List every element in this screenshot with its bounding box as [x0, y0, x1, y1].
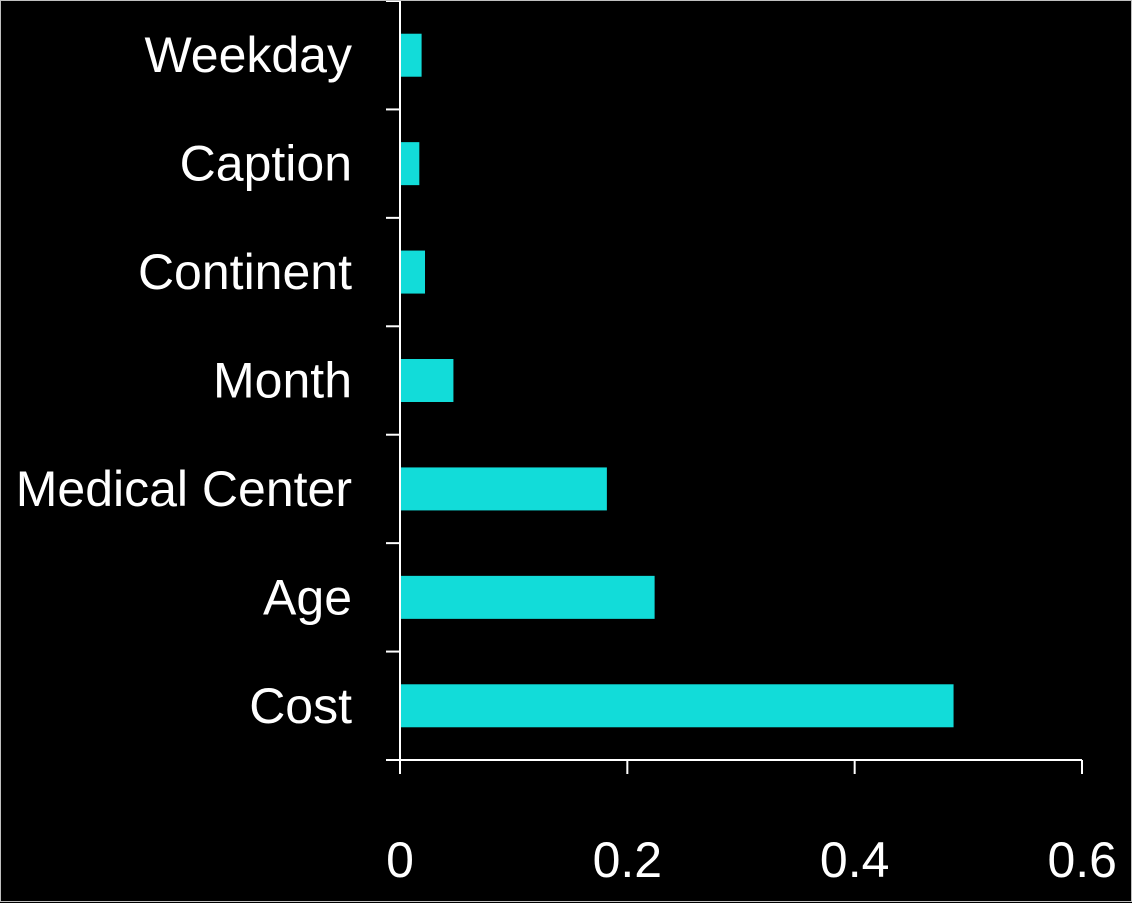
category-labels-group: Weekday Caption Continent Month Medical Cent… — [16, 27, 352, 734]
category-label: Caption — [180, 136, 352, 192]
bar-cost — [401, 684, 954, 728]
bar-weekday — [401, 33, 422, 77]
category-label: Cost — [249, 678, 352, 734]
bar-continent — [401, 250, 426, 294]
category-label: Age — [263, 569, 352, 625]
tick-labels-group: 0 0.2 0.4 0.6 — [386, 832, 1117, 888]
x-tick-label: 0.2 — [593, 832, 663, 888]
x-tick-label: 0 — [386, 832, 414, 888]
category-label: Medical Center — [16, 461, 352, 517]
bar-age — [401, 575, 655, 619]
category-label: Continent — [138, 244, 352, 300]
bar-medical-center — [401, 467, 607, 511]
x-tick-label: 0.6 — [1047, 832, 1117, 888]
bar-caption — [401, 142, 420, 186]
bar-month — [401, 359, 454, 402]
bars-group — [401, 33, 954, 728]
axes-group — [386, 1, 1083, 774]
category-label: Weekday — [144, 27, 352, 83]
x-tick-label: 0.4 — [820, 832, 890, 888]
category-label: Month — [213, 353, 352, 409]
